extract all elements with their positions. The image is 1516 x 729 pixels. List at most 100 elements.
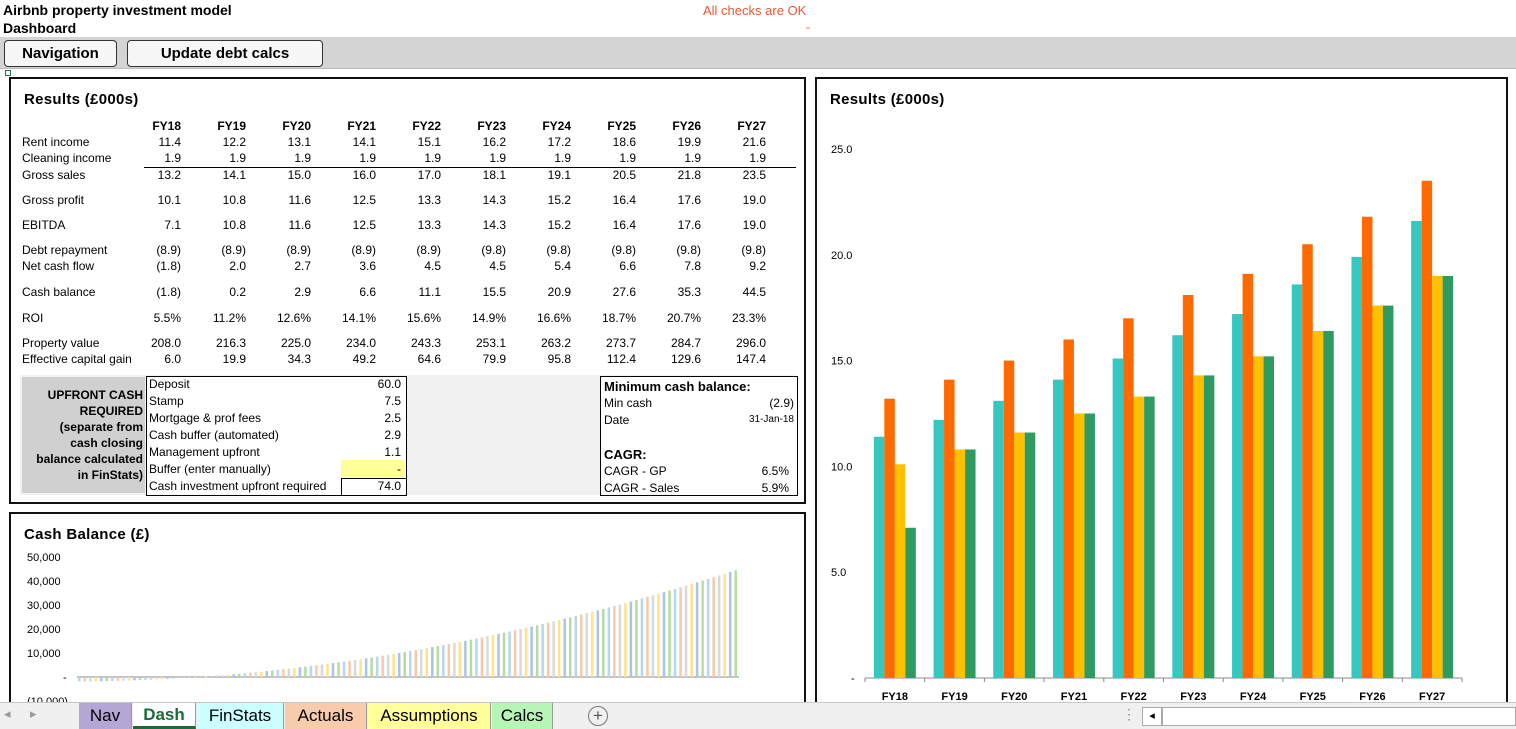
- table-cell: 1.9: [359, 151, 376, 165]
- chevron-left-icon[interactable]: ◂: [4, 706, 11, 721]
- cash-bar: [271, 670, 274, 677]
- bar: [1193, 375, 1204, 678]
- table-cell: 18.6: [612, 135, 636, 149]
- table-cell: 147.4: [735, 352, 766, 366]
- update-debt-calcs-button[interactable]: Update debt calcs: [127, 40, 323, 67]
- upfront-item-label: Stamp: [149, 394, 184, 408]
- table-cell: (9.8): [546, 243, 571, 257]
- cagr-title: CAGR:: [604, 447, 647, 462]
- bar: [954, 449, 966, 678]
- cash-bar: [585, 613, 589, 677]
- cash-bar: [210, 676, 213, 678]
- min-cash-title: Minimum cash balance:: [604, 379, 751, 394]
- cash-bar: [679, 587, 682, 677]
- cash-bar: [348, 660, 351, 677]
- bar: [905, 527, 916, 678]
- cash-bar: [447, 644, 451, 677]
- sheet-tab-finstats[interactable]: FinStats: [197, 703, 284, 729]
- results-table-panel: Results (£000s) FY18 FY19 FY20 FY21 FY22 FY23…: [9, 77, 806, 504]
- cash-bar: [127, 677, 131, 681]
- table-cell: 14.1: [352, 135, 376, 149]
- scroll-left-icon[interactable]: ◂: [1142, 707, 1162, 726]
- row-label: Net cash flow: [22, 259, 95, 273]
- cash-bar: [629, 601, 633, 677]
- horizontal-scrollbar[interactable]: [1162, 707, 1516, 726]
- cash-bar: [701, 580, 704, 677]
- table-cell: (9.8): [676, 243, 701, 257]
- cash-bar: [105, 677, 109, 682]
- upfront-item-value: 1.1: [384, 445, 401, 459]
- table-cell: 14.3: [482, 193, 506, 207]
- cash-bar: [359, 659, 362, 677]
- upfront-item-label: Cash buffer (automated): [149, 428, 279, 442]
- table-cell: 44.5: [742, 285, 766, 299]
- x-tick-label: FY18: [882, 691, 908, 703]
- table-cell: 1.9: [294, 151, 311, 165]
- cash-bar: [370, 657, 373, 677]
- table-cell: 23.5: [742, 168, 766, 182]
- table-cell: 216.3: [215, 336, 246, 350]
- bar: [1323, 330, 1334, 678]
- cash-bar: [182, 677, 186, 678]
- bar: [1063, 339, 1074, 678]
- table-cell: 21.8: [677, 168, 701, 182]
- table-cell: 253.1: [475, 336, 506, 350]
- cash-bar: [469, 639, 473, 677]
- cash-bar: [215, 675, 219, 677]
- bar: [1411, 220, 1422, 678]
- cash-bar: [734, 570, 737, 677]
- cagr-sales-label: CAGR - Sales: [604, 481, 680, 495]
- cash-bar: [414, 650, 417, 677]
- row-label: Rent income: [22, 135, 90, 149]
- cash-bar: [78, 677, 81, 682]
- cash-bar: [546, 622, 550, 677]
- bar: [1003, 360, 1015, 678]
- buffer-input-cell[interactable]: [341, 460, 405, 477]
- cash-bar: [568, 617, 572, 677]
- bar: [1263, 356, 1275, 678]
- x-tick-label: FY21: [1061, 691, 1087, 703]
- table-cell: 64.6: [417, 352, 441, 366]
- cash-bar: [337, 662, 340, 677]
- table-cell: 18.7%: [601, 311, 636, 325]
- bar: [1302, 244, 1313, 678]
- bar: [1182, 295, 1194, 678]
- plus-circle-icon[interactable]: +: [588, 706, 608, 726]
- cash-bar: [640, 598, 644, 677]
- cash-balance-title: Cash Balance (£): [24, 526, 150, 543]
- cash-bar: [613, 605, 616, 677]
- bar: [1421, 180, 1433, 678]
- vertical-dots-icon[interactable]: ⋮: [1122, 706, 1136, 722]
- cash-bar: [480, 637, 484, 677]
- bar: [993, 400, 1004, 678]
- bar: [1172, 335, 1183, 678]
- upfront-item-value: 2.9: [384, 428, 401, 442]
- table-cell: 284.7: [670, 336, 701, 350]
- table-cell: 2.9: [294, 285, 311, 299]
- navigation-button[interactable]: Navigation: [4, 40, 117, 67]
- sheet-tab-calcs[interactable]: Calcs: [492, 703, 553, 729]
- upfront-item-value[interactable]: -: [397, 462, 401, 476]
- cash-bar: [138, 677, 142, 681]
- bar: [1084, 413, 1095, 678]
- upfront-item-value: 60.0: [377, 377, 401, 391]
- table-cell: 13.3: [417, 218, 441, 232]
- table-cell: 79.9: [482, 352, 506, 366]
- chevron-right-icon[interactable]: ▸: [30, 706, 37, 721]
- bar: [894, 464, 906, 678]
- sheet-tab-assumptions[interactable]: Assumptions: [368, 703, 491, 729]
- table-cell: 13.2: [157, 168, 181, 182]
- table-cell: 16.0: [352, 168, 376, 182]
- table-cell: 19.9: [677, 135, 701, 149]
- sheet-tab-bar: ◂ ▸ Nav Dash FinStats Actuals Assumptions Cal…: [0, 702, 1516, 729]
- cash-bar: [596, 610, 600, 677]
- table-cell: 16.6%: [536, 311, 571, 325]
- sheet-tab-nav[interactable]: Nav: [79, 703, 132, 729]
- upfront-item-label: Cash investment upfront required: [149, 479, 327, 493]
- sheet-tab-actuals[interactable]: Actuals: [285, 703, 367, 729]
- cash-bar: [668, 590, 671, 677]
- upfront-item-value: 7.5: [384, 394, 401, 408]
- cash-bar: [381, 655, 384, 677]
- sheet-tab-dash[interactable]: Dash: [133, 703, 196, 729]
- table-cell: 11.1: [418, 285, 441, 299]
